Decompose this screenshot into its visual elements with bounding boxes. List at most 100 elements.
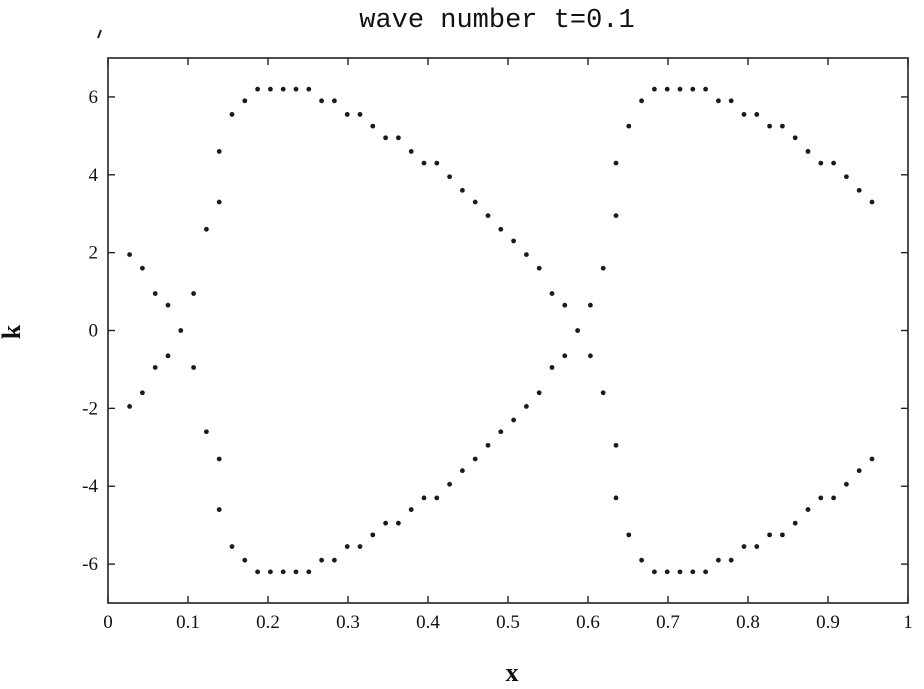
x-tick-label: 0.2 xyxy=(256,612,280,633)
data-point xyxy=(421,160,427,166)
data-point xyxy=(255,86,260,92)
data-point xyxy=(613,495,619,501)
data-point xyxy=(677,86,683,92)
stray-pen-mark xyxy=(97,29,102,39)
data-point xyxy=(447,481,452,487)
y-tick-label: -6 xyxy=(82,554,98,575)
data-point xyxy=(408,507,414,512)
data-point xyxy=(383,135,388,141)
data-point xyxy=(741,544,747,549)
data-point xyxy=(818,495,824,501)
data-point xyxy=(818,160,824,166)
data-point xyxy=(690,86,696,92)
data-point xyxy=(396,135,401,141)
data-point xyxy=(780,532,785,538)
y-axis-label: k xyxy=(0,324,26,339)
data-point xyxy=(805,149,811,154)
data-point xyxy=(280,569,286,575)
x-tick-label: 0 xyxy=(103,612,113,633)
x-tick-label: 0.6 xyxy=(576,612,600,633)
x-tick-label: 0.5 xyxy=(496,612,520,633)
data-point xyxy=(306,569,312,575)
data-point xyxy=(447,174,452,180)
data-point xyxy=(370,532,376,538)
data-point xyxy=(165,353,171,359)
data-point xyxy=(511,238,516,244)
data-point xyxy=(805,507,811,512)
data-point xyxy=(831,160,836,166)
data-point xyxy=(485,213,491,219)
data-point xyxy=(344,544,350,549)
data-point xyxy=(844,174,849,180)
x-axis-ticks: 0 0.1 0.2 0.3 0.4 0.5 0.6 0.7 0.8 0.9 1 xyxy=(103,58,913,633)
data-point xyxy=(191,365,197,370)
data-point xyxy=(844,481,849,487)
data-point xyxy=(588,302,593,308)
data-point xyxy=(357,112,363,117)
data-point xyxy=(191,291,197,296)
data-point xyxy=(639,98,644,104)
data-point xyxy=(229,112,235,117)
data-point xyxy=(869,199,875,205)
data-point xyxy=(178,328,184,333)
y-tick-label: -2 xyxy=(82,398,98,419)
data-point xyxy=(498,226,504,232)
x-tick-label: 0.9 xyxy=(816,612,840,633)
data-point xyxy=(716,98,721,104)
data-point xyxy=(767,123,772,129)
data-point xyxy=(652,86,657,92)
data-point xyxy=(306,86,312,92)
data-point xyxy=(626,123,632,129)
data-point xyxy=(140,265,145,271)
data-points xyxy=(127,86,875,575)
plot-frame xyxy=(107,57,909,604)
data-point xyxy=(754,544,760,549)
data-point xyxy=(767,532,772,538)
data-point xyxy=(536,265,542,271)
data-point xyxy=(421,495,427,501)
data-point xyxy=(703,569,708,575)
data-point xyxy=(575,328,580,333)
y-axis-ticks: -6 -4 -2 0 2 4 6 xyxy=(82,87,908,575)
data-point xyxy=(613,442,619,448)
data-point xyxy=(140,390,145,396)
data-point xyxy=(472,456,478,462)
x-axis-label: x xyxy=(506,658,519,687)
data-point xyxy=(332,557,337,563)
data-point xyxy=(652,569,657,575)
data-point xyxy=(562,353,568,359)
data-point xyxy=(357,544,363,549)
data-point xyxy=(703,86,708,92)
data-point xyxy=(434,160,440,166)
data-point xyxy=(728,98,734,104)
data-point xyxy=(639,557,644,563)
data-point xyxy=(664,569,670,575)
data-point xyxy=(460,187,465,193)
data-point xyxy=(664,86,670,92)
data-point xyxy=(152,291,158,296)
data-point xyxy=(524,404,529,409)
y-tick-label: 0 xyxy=(89,321,99,342)
data-point xyxy=(408,149,414,154)
data-point xyxy=(204,226,209,232)
data-point xyxy=(396,520,401,526)
x-tick-label: 0.7 xyxy=(656,612,680,633)
data-point xyxy=(549,365,555,370)
data-point xyxy=(293,569,299,575)
data-point xyxy=(268,569,273,575)
data-point xyxy=(831,495,836,501)
data-point xyxy=(216,199,222,205)
data-point xyxy=(613,213,619,219)
data-point xyxy=(383,520,388,526)
data-point xyxy=(255,569,260,575)
data-point xyxy=(780,123,785,129)
y-tick-label: 6 xyxy=(89,87,99,108)
data-point xyxy=(216,507,222,512)
data-point xyxy=(716,557,721,563)
x-tick-label: 1 xyxy=(903,612,913,633)
data-point xyxy=(549,291,555,296)
data-point xyxy=(460,468,465,474)
y-tick-label: 4 xyxy=(89,165,99,186)
x-tick-label: 0.3 xyxy=(336,612,360,633)
